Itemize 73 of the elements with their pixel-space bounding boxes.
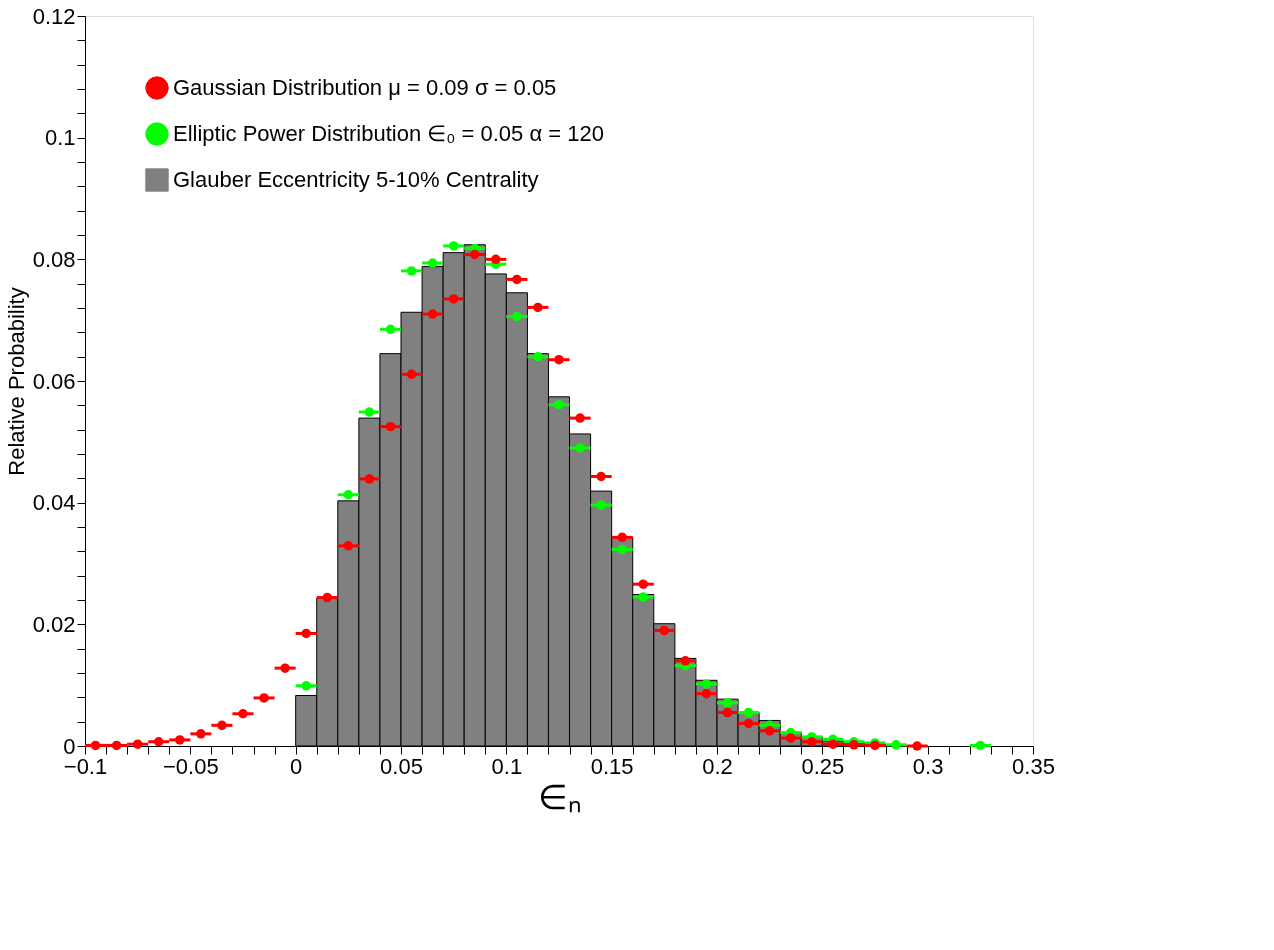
point [427, 258, 438, 268]
point [111, 740, 122, 751]
x-tick-label: 0.1 [491, 753, 523, 779]
y-tick-label: 0.1 [44, 125, 76, 151]
point [722, 707, 733, 718]
point [912, 741, 922, 751]
point [132, 739, 143, 749]
point [491, 254, 501, 265]
point [469, 249, 480, 260]
point [638, 592, 649, 602]
point [807, 737, 817, 747]
point [406, 266, 417, 276]
point [680, 656, 691, 666]
x-axis-title: ∈ₙ [537, 777, 582, 816]
point [217, 720, 227, 731]
point [343, 490, 354, 500]
point [596, 500, 606, 510]
y-axis-title: Relative Probability [3, 287, 29, 476]
point [743, 707, 754, 718]
point [448, 294, 459, 304]
y-tick-label: 0.08 [32, 246, 76, 272]
x-tick-label: 0.05 [380, 753, 423, 779]
point [533, 302, 543, 313]
point [90, 740, 101, 751]
point [617, 532, 627, 543]
point [385, 324, 396, 335]
point [301, 628, 311, 639]
point [891, 740, 901, 750]
point [364, 474, 375, 484]
x-tick-label: 0.35 [1012, 753, 1055, 779]
point [575, 413, 585, 423]
point [512, 274, 522, 285]
y-tick-label: 0.12 [32, 3, 76, 29]
x-tick-label: 0.2 [702, 753, 733, 779]
point [575, 443, 585, 453]
x-tick-label: 0.15 [590, 753, 634, 779]
point [554, 399, 564, 410]
point [259, 693, 269, 703]
point [322, 592, 333, 603]
x-tick-label: −0.05 [163, 753, 219, 779]
point [406, 369, 417, 380]
point [701, 688, 712, 699]
point [617, 544, 627, 555]
point [385, 421, 396, 432]
point [533, 351, 543, 362]
point [238, 709, 248, 719]
point [448, 241, 459, 251]
point [427, 309, 438, 319]
point [512, 311, 522, 322]
x-tick-label: 0 [290, 753, 303, 779]
y-tick-label: 0.06 [32, 368, 76, 394]
point [343, 541, 354, 551]
legend-label: Elliptic Power Distribution ∈₀ = 0.05 α = 120 [173, 121, 604, 146]
y-tick-label: 0.04 [32, 490, 76, 516]
point [153, 737, 164, 747]
x-tick-label: 0.25 [801, 753, 845, 779]
point [701, 679, 712, 689]
legend-label: Glauber Eccentricity 5-10% Centrality [173, 167, 539, 192]
point [175, 735, 185, 745]
point [596, 471, 606, 482]
x-tick-label: 0.3 [912, 753, 944, 779]
point [722, 698, 733, 708]
legend-label: Gaussian Distribution μ = 0.09 σ = 0.05 [173, 75, 557, 100]
point [301, 681, 311, 691]
point [554, 354, 564, 365]
point [638, 579, 649, 589]
point [364, 407, 375, 417]
point [659, 625, 670, 636]
point [196, 729, 206, 739]
point [975, 740, 986, 751]
y-tick-label: 0.02 [32, 611, 76, 637]
point [828, 739, 838, 749]
point [280, 663, 290, 673]
